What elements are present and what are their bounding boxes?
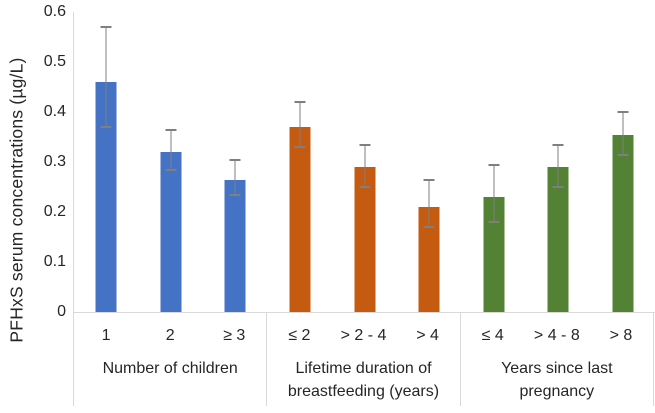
- bar-slot: [590, 12, 655, 312]
- error-bar-cap-top: [423, 178, 435, 181]
- bar: [160, 152, 182, 312]
- category-tick-label: > 8: [609, 327, 633, 344]
- y-axis-title: PFHxS serum concentrations (µg/L): [6, 57, 27, 343]
- category-tick-label: > 4 - 8: [533, 327, 580, 344]
- error-bar-line: [234, 159, 236, 195]
- category-tick-label: ≥ 3: [223, 327, 246, 344]
- y-tick-label: 0.6: [43, 3, 66, 20]
- x-axis-labels: 1 2 ≥ 3 Number of children ≤ 2 > 2 - 4 > 4 Life…: [73, 313, 654, 406]
- bar: [289, 127, 311, 312]
- error-bar-cap-top: [552, 143, 564, 146]
- group-axis-label: Lifetime duration of breastfeeding (year…: [287, 360, 440, 400]
- error-bar-cap-top: [359, 143, 371, 146]
- error-bar-line: [299, 102, 301, 147]
- error-bar-cap-top: [294, 101, 306, 103]
- category-tick-label: 2: [165, 327, 175, 344]
- error-bar-cap-bottom: [423, 226, 435, 228]
- error-bar-line: [622, 112, 624, 155]
- error-bar-line: [364, 144, 366, 187]
- category-tick-label: ≤ 4: [481, 327, 504, 344]
- error-bar-line: [493, 164, 495, 222]
- error-bar-cap-top: [617, 111, 629, 113]
- bar-slot: [139, 12, 204, 312]
- bar: [95, 82, 117, 312]
- error-bar-cap-bottom: [165, 168, 177, 171]
- bar-slot: [461, 12, 526, 312]
- error-bar-line: [428, 179, 430, 227]
- bar: [612, 134, 634, 312]
- error-bar-cap-top: [165, 128, 177, 131]
- error-bar-cap-top: [488, 163, 500, 166]
- error-bar-cap-bottom: [229, 193, 241, 196]
- error-bar-line: [170, 129, 172, 170]
- bar-group: [268, 12, 462, 312]
- error-bar-cap-bottom: [552, 186, 564, 188]
- bar-group: [74, 12, 268, 312]
- error-bar-cap-bottom: [359, 186, 371, 188]
- y-tick-label: 0: [57, 303, 66, 320]
- bar-slot: [203, 12, 268, 312]
- error-bar-cap-bottom: [488, 221, 500, 223]
- category-tick-label: > 4: [416, 327, 439, 344]
- x-axis-group: 1 2 ≥ 3 Number of children: [73, 313, 266, 406]
- category-tick-label: > 2 - 4: [340, 327, 387, 344]
- bar: [418, 207, 440, 312]
- y-tick-label: 0.4: [43, 103, 66, 120]
- error-bar-cap-bottom: [100, 126, 112, 128]
- error-bar-line: [105, 27, 107, 127]
- bar-slot: [526, 12, 591, 312]
- y-tick-label: 0.3: [43, 153, 66, 170]
- category-label-row: ≤ 2 > 2 - 4 > 4: [267, 313, 459, 346]
- category-tick-label: 1: [101, 327, 111, 344]
- error-bar-cap-bottom: [617, 153, 629, 156]
- bar-slot: [397, 12, 462, 312]
- error-bar-cap-top: [229, 158, 241, 161]
- group-axis-label: Number of children: [102, 360, 238, 377]
- category-label-row: ≤ 4 > 4 - 8 > 8: [461, 313, 653, 346]
- category-label-row: 1 2 ≥ 3: [74, 313, 266, 346]
- bar-group: [461, 12, 655, 312]
- error-bar-cap-top: [100, 26, 112, 28]
- y-tick-label: 0.2: [43, 203, 66, 220]
- error-bar-line: [557, 144, 559, 187]
- bar: [547, 167, 569, 312]
- x-axis-group: ≤ 4 > 4 - 8 > 8 Years since last pregnancy: [459, 313, 654, 406]
- bar: [224, 179, 246, 312]
- plot-area: [73, 12, 655, 313]
- x-axis-group: ≤ 2 > 2 - 4 > 4 Lifetime duration of breast…: [266, 313, 459, 406]
- error-bar-cap-bottom: [294, 146, 306, 148]
- bar-slot: [332, 12, 397, 312]
- bar-slot: [268, 12, 333, 312]
- y-tick-label: 0.1: [43, 253, 66, 270]
- bar-slot: [74, 12, 139, 312]
- bar: [354, 167, 376, 312]
- category-tick-label: ≤ 2: [288, 327, 311, 344]
- y-tick-label: 0.5: [43, 53, 66, 70]
- group-axis-label: Years since last pregnancy: [501, 360, 613, 400]
- bar: [483, 197, 505, 312]
